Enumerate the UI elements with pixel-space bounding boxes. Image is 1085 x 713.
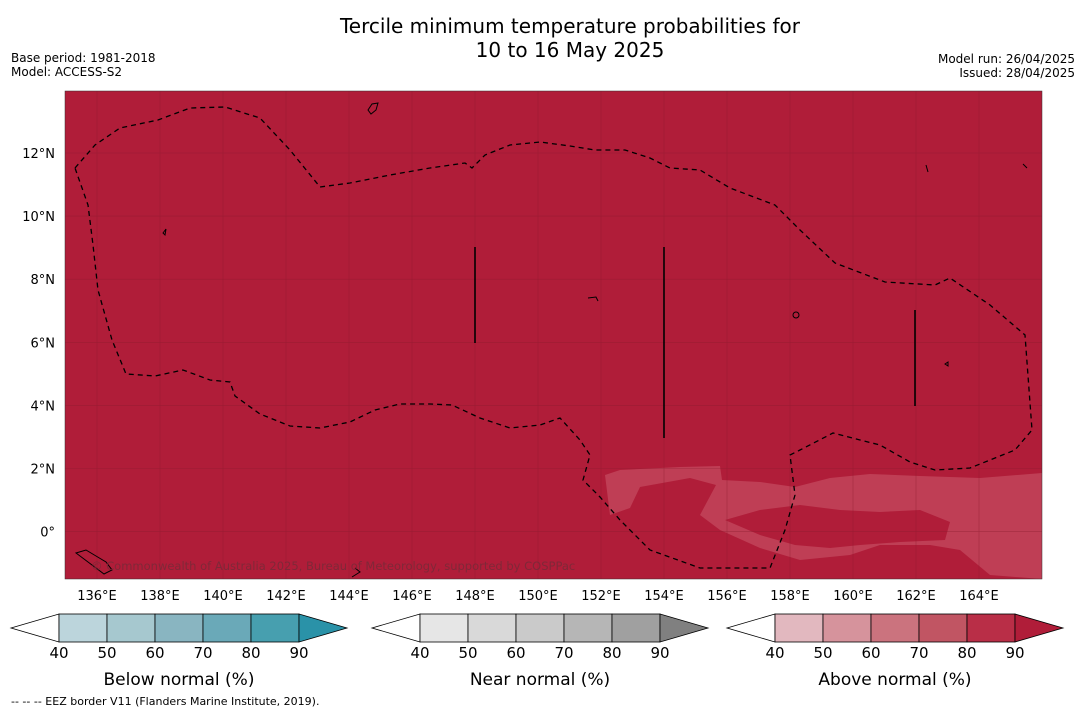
legend-segment — [250, 613, 300, 643]
lat-tick-label: 4°N — [31, 399, 56, 414]
lat-tick-label: 10°N — [22, 210, 55, 225]
legend-tick-label: 60 — [145, 644, 164, 662]
legend-tick-label: 90 — [289, 644, 308, 662]
legend-title: Above normal (%) — [818, 670, 971, 690]
latitude-labels: 12°N 10°N 8°N 6°N 4°N 2°N 0° — [22, 147, 55, 541]
legend-segment — [515, 613, 565, 643]
legend-tick-label: 40 — [410, 644, 429, 662]
legend-tick-label: 50 — [813, 644, 832, 662]
legend-segment — [870, 613, 920, 643]
legends: 40 50 60 70 80 90 Below normal (%) 40 50 60 70 80 90… — [9, 613, 1065, 690]
legend-1: 40 50 60 70 80 90 Below normal (%) — [9, 613, 349, 690]
lon-tick-label: 160°E — [833, 589, 873, 604]
map-frame — [64, 90, 1043, 580]
lon-tick-label: 154°E — [644, 589, 684, 604]
copyright-text: © Commonwealth of Australia 2025, Bureau… — [91, 559, 575, 573]
legend-segment — [202, 613, 252, 643]
model-run: Model run: 26/04/2025 — [937, 52, 1075, 66]
legend-title: Below normal (%) — [104, 670, 255, 690]
lat-tick-label: 12°N — [22, 147, 55, 162]
lon-tick-label: 144°E — [329, 589, 369, 604]
legend-tick-label: 60 — [506, 644, 525, 662]
legend-title: Near normal (%) — [470, 670, 610, 690]
lon-tick-label: 148°E — [455, 589, 495, 604]
eez-footnote: -- -- -- EEZ border V11 (Flanders Marine… — [11, 695, 320, 708]
legend-tick-label: 80 — [602, 644, 621, 662]
legend-tick-label: 90 — [650, 644, 669, 662]
legend-segment — [774, 613, 824, 643]
legend-3: 40 50 60 70 80 90 Above normal (%) — [725, 613, 1065, 690]
legend-tick-label: 40 — [765, 644, 784, 662]
legend-segment — [419, 613, 469, 643]
legend-segment — [563, 613, 613, 643]
lon-tick-label: 162°E — [896, 589, 936, 604]
legend-segment — [58, 613, 108, 643]
title-line-1: Tercile minimum temperature probabilitie… — [339, 14, 801, 38]
legend-tick-label: 80 — [957, 644, 976, 662]
metadata-right: Model run: 26/04/2025 Issued: 28/04/2025 — [938, 52, 1075, 80]
legend-segment — [106, 613, 156, 643]
legend-segment — [467, 613, 517, 643]
legend-2: 40 50 60 70 80 90 Near normal (%) — [370, 613, 710, 690]
chart-title: Tercile minimum temperature probabilitie… — [0, 14, 1085, 62]
lon-tick-label: 150°E — [518, 589, 558, 604]
legend-tick-label: 50 — [458, 644, 477, 662]
title-line-2: 10 to 16 May 2025 — [475, 38, 665, 62]
legend-segment — [966, 613, 1016, 643]
islands — [74, 102, 1028, 578]
metadata-left: Base period: 1981-2018 Model: ACCESS-S2 — [11, 51, 156, 79]
lon-tick-label: 136°E — [77, 589, 117, 604]
legend-tick-label: 70 — [554, 644, 573, 662]
lon-tick-label: 140°E — [203, 589, 243, 604]
lat-tick-label: 0° — [40, 526, 55, 541]
legend-segment — [154, 613, 204, 643]
legend-segment — [611, 613, 661, 643]
base-period: Base period: 1981-2018 — [11, 51, 156, 65]
legend-extend-low — [370, 613, 421, 643]
lon-tick-label: 164°E — [959, 589, 999, 604]
legend-segment — [822, 613, 872, 643]
legend-tick-label: 90 — [1005, 644, 1024, 662]
longitude-labels: 136°E 138°E 140°E 142°E 144°E 146°E 148°E 150°E… — [77, 589, 999, 604]
lon-tick-label: 146°E — [392, 589, 432, 604]
lat-tick-label: 8°N — [31, 273, 56, 288]
lon-tick-label: 156°E — [707, 589, 747, 604]
legend-extend-high — [1014, 613, 1065, 643]
lat-tick-label: 2°N — [31, 463, 56, 478]
legend-segment — [918, 613, 968, 643]
legend-tick-label: 80 — [241, 644, 260, 662]
gridlines — [65, 91, 1042, 579]
legend-tick-label: 70 — [909, 644, 928, 662]
legend-tick-label: 60 — [861, 644, 880, 662]
lat-tick-label: 6°N — [31, 336, 56, 351]
inner-darker-region — [725, 505, 950, 548]
legend-extend-low — [9, 613, 60, 643]
map-panel: © Commonwealth of Australia 2025, Bureau… — [64, 90, 1043, 580]
legend-tick-label: 50 — [97, 644, 116, 662]
lon-tick-label: 158°E — [770, 589, 810, 604]
eez-border — [74, 106, 1033, 569]
legend-tick-label: 70 — [193, 644, 212, 662]
legend-tick-label: 40 — [49, 644, 68, 662]
lon-tick-label: 138°E — [140, 589, 180, 604]
issued-date: Issued: 28/04/2025 — [959, 66, 1075, 80]
model-name: Model: ACCESS-S2 — [11, 65, 123, 79]
lon-tick-label: 152°E — [581, 589, 621, 604]
lon-tick-label: 142°E — [266, 589, 306, 604]
legend-extend-high — [298, 613, 349, 643]
legend-extend-low — [725, 613, 776, 643]
legend-extend-high — [659, 613, 710, 643]
